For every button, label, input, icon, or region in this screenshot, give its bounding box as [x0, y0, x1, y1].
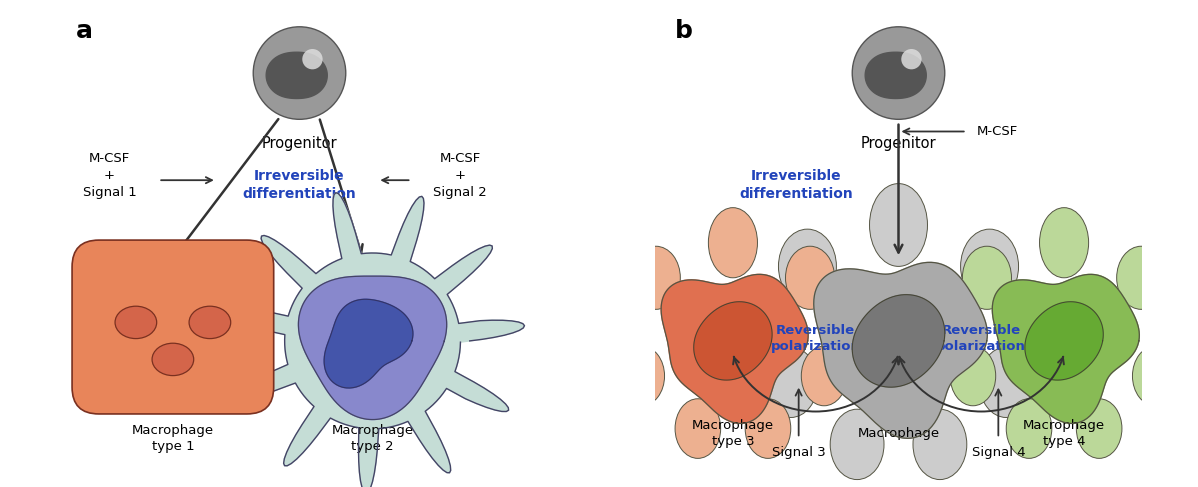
Ellipse shape	[779, 229, 836, 304]
Ellipse shape	[801, 346, 847, 406]
Bar	[99, 369, 247, 387]
Ellipse shape	[962, 246, 1011, 309]
Polygon shape	[865, 52, 926, 98]
Ellipse shape	[913, 409, 967, 480]
Text: M-CSF
+
Signal 2: M-CSF + Signal 2	[434, 152, 488, 199]
Polygon shape	[813, 262, 987, 438]
Circle shape	[852, 27, 945, 119]
Ellipse shape	[708, 207, 757, 278]
Polygon shape	[266, 52, 327, 98]
Text: a: a	[75, 19, 92, 43]
Ellipse shape	[1076, 399, 1123, 458]
Ellipse shape	[764, 347, 818, 417]
Text: Signal 4: Signal 4	[972, 446, 1025, 459]
Circle shape	[129, 391, 150, 411]
Polygon shape	[992, 274, 1139, 423]
Circle shape	[901, 49, 921, 69]
Ellipse shape	[1006, 399, 1052, 458]
Polygon shape	[223, 193, 525, 487]
Ellipse shape	[786, 246, 835, 309]
Ellipse shape	[830, 409, 884, 480]
Text: Signal 3: Signal 3	[772, 446, 825, 459]
Ellipse shape	[152, 343, 194, 375]
Circle shape	[302, 49, 322, 69]
Polygon shape	[694, 302, 772, 380]
Text: b: b	[674, 19, 692, 43]
Circle shape	[97, 391, 117, 411]
Polygon shape	[661, 274, 809, 423]
Text: M-CSF
+
Signal 1: M-CSF + Signal 1	[83, 152, 137, 199]
Circle shape	[163, 391, 183, 411]
Polygon shape	[1025, 302, 1103, 380]
Ellipse shape	[950, 346, 996, 406]
Text: Progenitor: Progenitor	[261, 136, 338, 151]
Circle shape	[180, 391, 200, 411]
Ellipse shape	[1040, 207, 1089, 278]
Polygon shape	[852, 295, 945, 387]
Ellipse shape	[745, 399, 791, 458]
Ellipse shape	[631, 246, 680, 309]
Ellipse shape	[979, 347, 1033, 417]
Text: Irreversible
differentiation: Irreversible differentiation	[739, 169, 853, 201]
Text: Macrophage
type 4: Macrophage type 4	[1023, 419, 1105, 448]
Ellipse shape	[961, 229, 1018, 304]
Polygon shape	[325, 300, 413, 388]
Text: Macrophage
type 2: Macrophage type 2	[332, 424, 413, 453]
Text: Macrophage
type 3: Macrophage type 3	[692, 419, 774, 448]
FancyBboxPatch shape	[72, 240, 273, 414]
Ellipse shape	[674, 399, 721, 458]
Circle shape	[146, 391, 167, 411]
Text: Progenitor: Progenitor	[860, 136, 937, 151]
Polygon shape	[298, 276, 447, 419]
Ellipse shape	[1132, 346, 1178, 406]
Circle shape	[114, 391, 134, 411]
Ellipse shape	[870, 184, 927, 266]
Text: Reversible
polarization: Reversible polarization	[937, 324, 1027, 353]
Text: Macrophage
type 1: Macrophage type 1	[132, 424, 214, 453]
Text: Macrophage: Macrophage	[858, 427, 939, 440]
Ellipse shape	[619, 346, 665, 406]
Text: M-CSF: M-CSF	[976, 125, 1017, 138]
Ellipse shape	[189, 306, 231, 338]
Text: Irreversible
differentiation: Irreversible differentiation	[243, 169, 356, 201]
Ellipse shape	[1117, 246, 1166, 309]
Text: Reversible
polarization: Reversible polarization	[770, 324, 860, 353]
Ellipse shape	[115, 306, 157, 338]
Circle shape	[253, 27, 346, 119]
Circle shape	[229, 391, 249, 411]
Circle shape	[195, 391, 216, 411]
Circle shape	[212, 391, 232, 411]
